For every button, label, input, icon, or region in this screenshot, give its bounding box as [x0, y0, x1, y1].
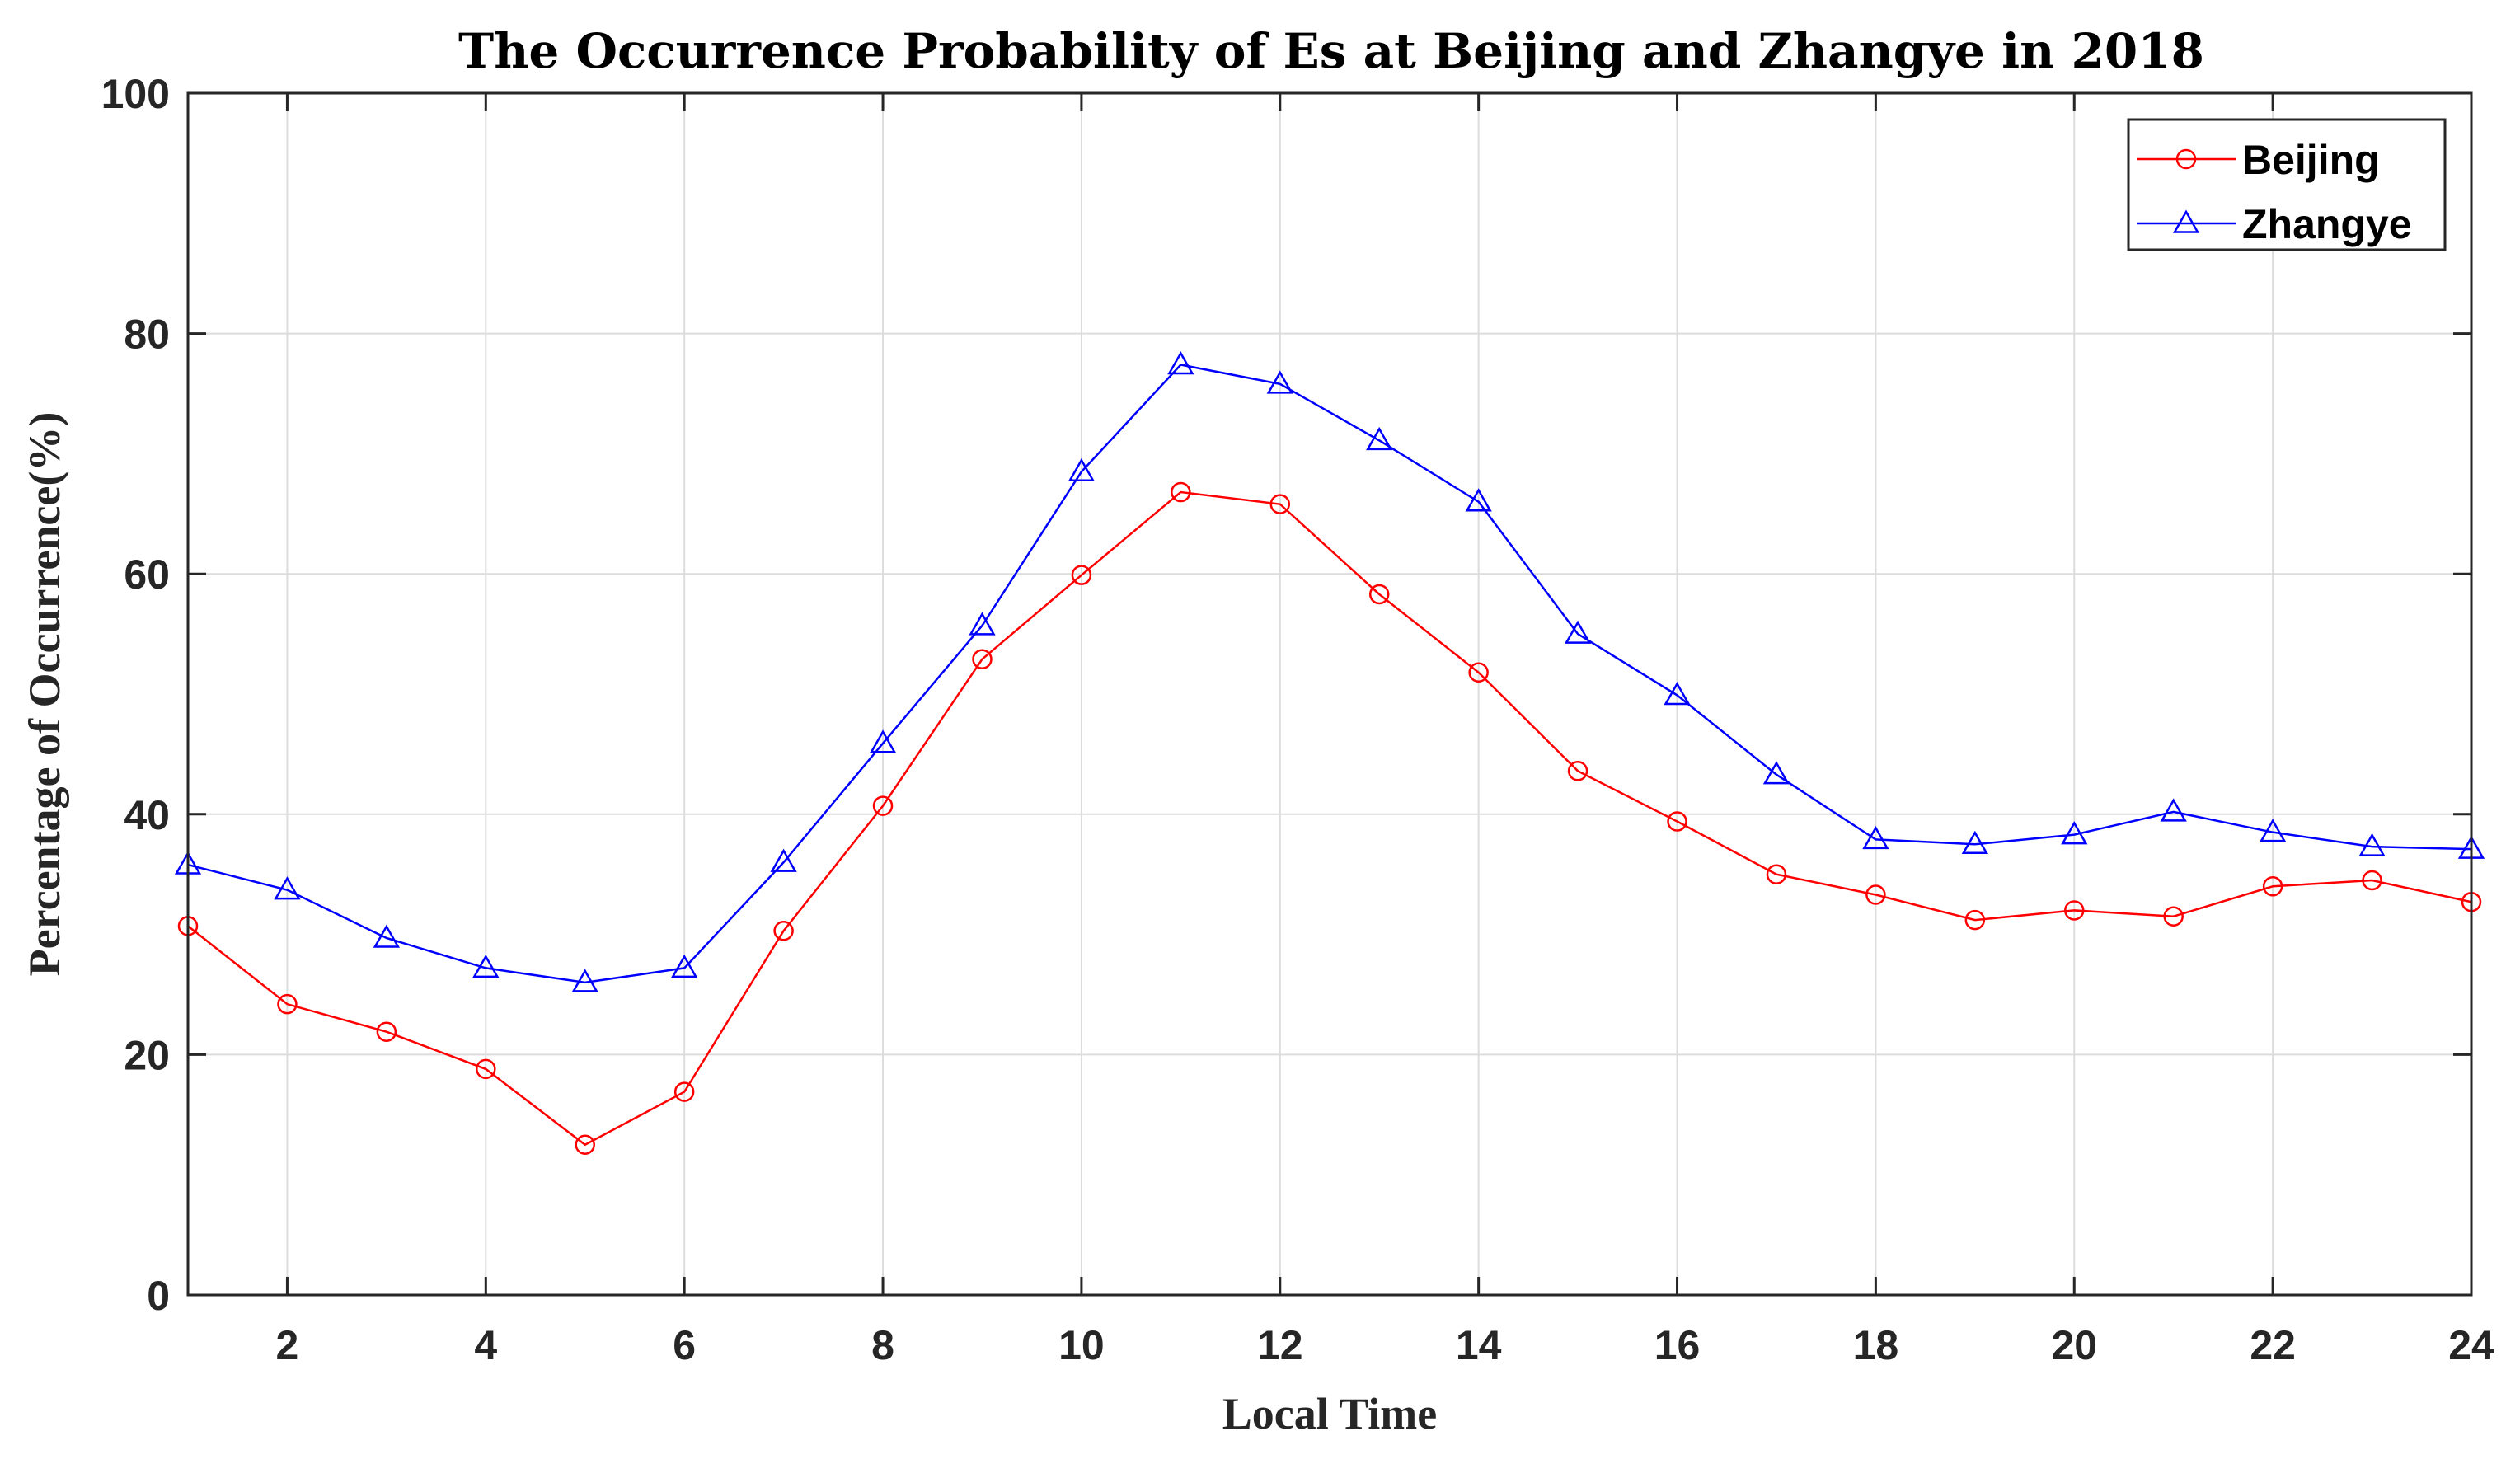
- beijing-point: [1269, 494, 1291, 514]
- beijing-line: [187, 490, 2472, 1147]
- beijing-point: [476, 1058, 496, 1080]
- x-tick-label: 14: [1456, 1322, 1502, 1368]
- legend-box: [2127, 118, 2447, 251]
- zhangye-point: [1266, 370, 1293, 394]
- zhangye-point: [274, 876, 301, 900]
- beijing-point: [2362, 870, 2382, 891]
- beijing-point: [1171, 481, 1191, 503]
- zhangye-point: [1762, 761, 1790, 785]
- beijing-point: [1766, 864, 1787, 884]
- x-tick-label: 16: [1654, 1322, 1701, 1368]
- legend-marker-beijing: [2175, 148, 2197, 170]
- zhangye-point: [969, 612, 996, 636]
- y-tick-label: 0: [147, 1273, 170, 1319]
- zhangye-point: [1564, 620, 1592, 644]
- zhangye-point: [2160, 798, 2187, 822]
- beijing-point: [277, 993, 298, 1015]
- zhangye-point: [1167, 350, 1194, 375]
- beijing-point: [773, 920, 794, 941]
- x-tick-label: 10: [1058, 1322, 1105, 1368]
- x-tick-label: 6: [673, 1322, 696, 1368]
- beijing-point: [673, 1081, 695, 1102]
- legend-label-zhangye: Zhangye: [2242, 201, 2412, 247]
- x-tick-label: 22: [2250, 1322, 2296, 1368]
- grid-lines: [188, 93, 2472, 1295]
- beijing-point: [1368, 584, 1390, 605]
- zhangye-point: [373, 924, 401, 948]
- beijing-point: [972, 649, 993, 669]
- x-tick-label: 2: [276, 1322, 299, 1368]
- zhangye-point: [2358, 833, 2386, 856]
- x-tick-label: 4: [474, 1322, 497, 1368]
- zhangye-point: [2061, 821, 2088, 845]
- zhangye-point: [770, 848, 797, 872]
- zhangye-point: [1465, 488, 1492, 512]
- beijing-point: [1865, 884, 1886, 905]
- series-layer: [174, 350, 2485, 1155]
- zhangye-point: [2259, 819, 2287, 842]
- zhangye-point: [869, 730, 897, 753]
- zhangye-point: [1664, 681, 1691, 706]
- beijing-point: [1567, 761, 1588, 781]
- beijing-point: [2064, 900, 2085, 921]
- beijing-point: [872, 795, 894, 816]
- legend: Beijing Zhangye: [2127, 118, 2447, 251]
- beijing-point: [1071, 565, 1092, 585]
- x-tick-label: 18: [1853, 1322, 1899, 1368]
- beijing-point: [575, 1134, 595, 1155]
- x-tick-label: 24: [2448, 1322, 2494, 1368]
- chart-title: The Occurrence Probability of Es at Beij…: [458, 23, 2204, 79]
- zhangye-point: [671, 954, 698, 978]
- axis-ticks: [188, 91, 2473, 1297]
- x-tick-label: 8: [871, 1322, 894, 1368]
- y-tick-label: 80: [124, 312, 170, 358]
- zhangye-point: [571, 969, 598, 992]
- x-axis-label: Local Time: [1222, 1389, 1438, 1438]
- y-tick-label: 60: [124, 551, 170, 598]
- y-tick-label: 20: [124, 1032, 170, 1078]
- zhangye-line: [187, 364, 2472, 984]
- beijing-point: [1964, 909, 1986, 931]
- zhangye-point: [1961, 830, 1988, 854]
- beijing-point: [376, 1021, 397, 1042]
- beijing-point: [1667, 811, 1687, 832]
- legend-marker-zhangye: [2172, 209, 2200, 233]
- beijing-point: [2163, 906, 2184, 927]
- x-tick-label: 20: [2051, 1322, 2097, 1368]
- zhangye-point: [1366, 426, 1393, 451]
- legend-item-zhangye: Zhangye: [2137, 201, 2412, 247]
- x-tick-label: 12: [1257, 1322, 1303, 1368]
- legend-label-beijing: Beijing: [2242, 137, 2380, 183]
- series-zhangye: [174, 350, 2485, 992]
- series-beijing: [177, 481, 2482, 1155]
- y-axis-label: Percentage of Occurrence(%): [20, 412, 69, 977]
- beijing-point: [1468, 662, 1489, 683]
- zhangye-point: [472, 954, 500, 978]
- legend-item-beijing: Beijing: [2137, 137, 2380, 183]
- zhangye-point: [1862, 825, 1889, 850]
- plot-frame: [186, 91, 2473, 1297]
- beijing-point: [2262, 876, 2283, 897]
- y-tick-label: 100: [101, 71, 170, 117]
- zhangye-point: [1068, 457, 1096, 482]
- y-tick-label: 40: [124, 792, 170, 838]
